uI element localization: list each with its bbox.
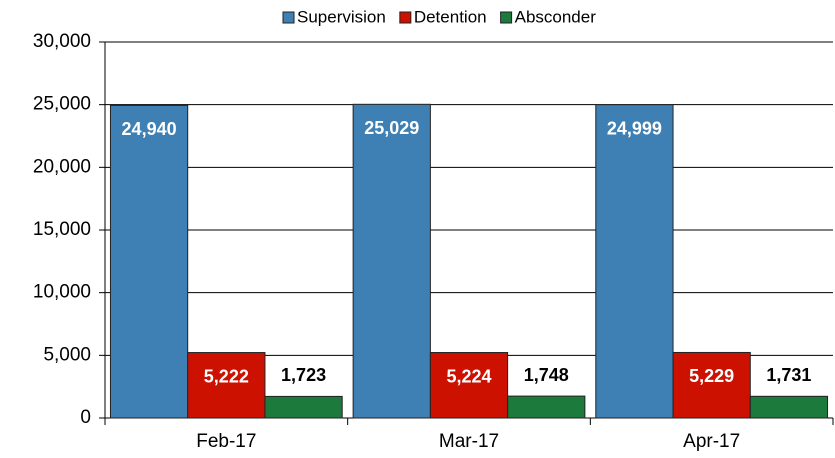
value-label: 24,940 (122, 119, 177, 139)
bar (264, 395, 343, 419)
y-tick-label: 0 (80, 407, 91, 428)
label-bg (272, 364, 335, 389)
x-tick-label: Feb-17 (196, 431, 256, 452)
y-tick-label: 10,000 (33, 282, 91, 303)
legend-label: Supervision (297, 7, 386, 26)
y-tick-label: 25,000 (33, 94, 91, 115)
bar (429, 352, 509, 419)
legend-label: Detention (414, 7, 487, 26)
bar (187, 352, 266, 419)
value-label: 5,222 (204, 366, 249, 386)
value-label: 1,723 (281, 365, 326, 385)
y-tick-label: 15,000 (33, 219, 91, 240)
value-label: 25,029 (364, 118, 419, 138)
y-tick-label: 20,000 (33, 156, 91, 177)
x-tick-label: Apr-17 (683, 431, 740, 452)
bar (672, 351, 751, 419)
y-tick-label: 5,000 (43, 344, 91, 365)
label-bg (515, 364, 577, 389)
value-label: 5,224 (446, 366, 491, 386)
label-bg (758, 364, 820, 389)
bar (352, 103, 431, 419)
bar (595, 104, 674, 419)
legend-swatch (282, 11, 295, 24)
value-label: 24,999 (607, 118, 662, 138)
y-tick-label: 30,000 (33, 31, 91, 52)
legend-swatch (399, 11, 412, 24)
value-label: 1,748 (524, 365, 569, 385)
bar (109, 104, 189, 419)
value-label: 1,731 (766, 365, 811, 385)
bar (507, 395, 586, 419)
x-tick-label: Mar-17 (439, 431, 499, 452)
value-label: 5,229 (689, 366, 734, 386)
legend-swatch (500, 11, 513, 24)
bar (749, 395, 829, 419)
legend-label: Absconder (515, 7, 597, 26)
